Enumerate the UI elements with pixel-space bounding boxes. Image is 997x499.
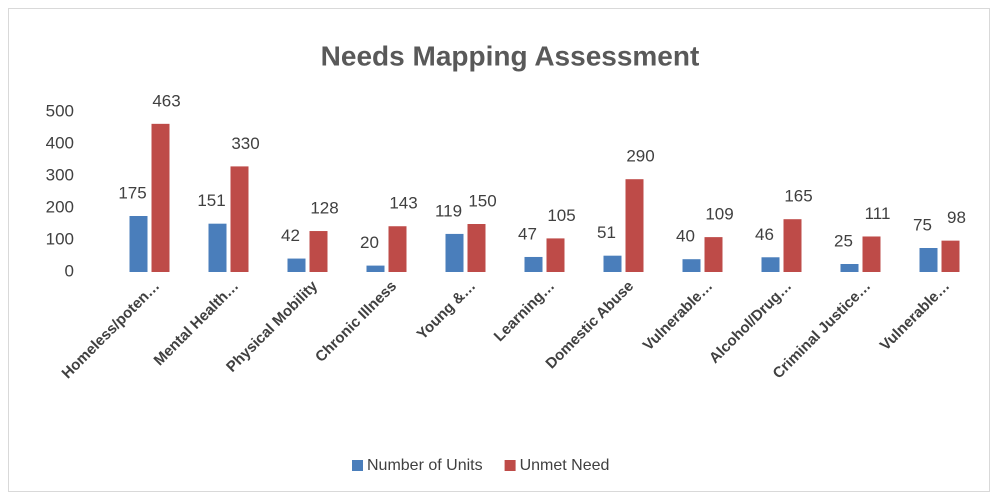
chart-title: Needs Mapping Assessment bbox=[321, 40, 700, 71]
value-label: 46 bbox=[755, 225, 774, 244]
legend-swatch bbox=[352, 460, 363, 471]
bar bbox=[862, 236, 881, 272]
value-label: 25 bbox=[834, 231, 853, 250]
y-tick-label: 0 bbox=[65, 261, 74, 280]
y-tick-label: 100 bbox=[46, 229, 74, 248]
value-label: 290 bbox=[626, 147, 654, 166]
bar bbox=[445, 233, 464, 272]
value-label: 143 bbox=[389, 194, 417, 213]
bar bbox=[208, 223, 227, 272]
bar bbox=[682, 259, 701, 272]
value-label: 150 bbox=[468, 191, 496, 210]
value-label: 128 bbox=[310, 199, 338, 218]
value-label: 151 bbox=[197, 191, 225, 210]
value-label: 175 bbox=[118, 183, 146, 202]
bar bbox=[625, 179, 644, 272]
y-tick-label: 500 bbox=[46, 101, 74, 120]
bar bbox=[388, 226, 407, 272]
legend-label: Unmet Need bbox=[520, 457, 610, 474]
value-label: 119 bbox=[435, 201, 462, 220]
bar bbox=[151, 123, 170, 272]
bar bbox=[467, 224, 486, 272]
bar bbox=[309, 231, 328, 272]
legend-label: Number of Units bbox=[367, 457, 483, 474]
y-tick-label: 200 bbox=[46, 197, 74, 216]
value-label: 330 bbox=[231, 134, 259, 153]
chart-border bbox=[8, 8, 990, 492]
value-label: 98 bbox=[947, 208, 966, 227]
value-label: 51 bbox=[597, 223, 616, 242]
bar bbox=[840, 264, 859, 272]
bar bbox=[941, 240, 960, 272]
bar bbox=[287, 258, 306, 272]
value-label: 75 bbox=[913, 215, 932, 234]
bar bbox=[546, 238, 565, 272]
bar bbox=[783, 219, 802, 272]
bar bbox=[603, 255, 622, 272]
value-label: 109 bbox=[705, 205, 733, 224]
value-label: 111 bbox=[865, 204, 891, 223]
y-tick-label: 300 bbox=[46, 165, 74, 184]
legend-swatch bbox=[504, 460, 516, 471]
value-label: 20 bbox=[360, 233, 379, 252]
bar bbox=[524, 256, 543, 272]
value-label: 47 bbox=[518, 224, 537, 243]
bar bbox=[919, 248, 938, 272]
value-label: 165 bbox=[784, 187, 812, 206]
value-label: 40 bbox=[676, 227, 695, 246]
bar bbox=[761, 257, 780, 272]
bar bbox=[129, 216, 148, 272]
value-label: 463 bbox=[152, 91, 180, 110]
y-tick-label: 400 bbox=[46, 133, 74, 152]
bar bbox=[230, 166, 249, 272]
value-label: 42 bbox=[281, 226, 300, 245]
value-label: 105 bbox=[547, 206, 575, 225]
bar bbox=[366, 265, 385, 272]
bar bbox=[704, 237, 723, 272]
